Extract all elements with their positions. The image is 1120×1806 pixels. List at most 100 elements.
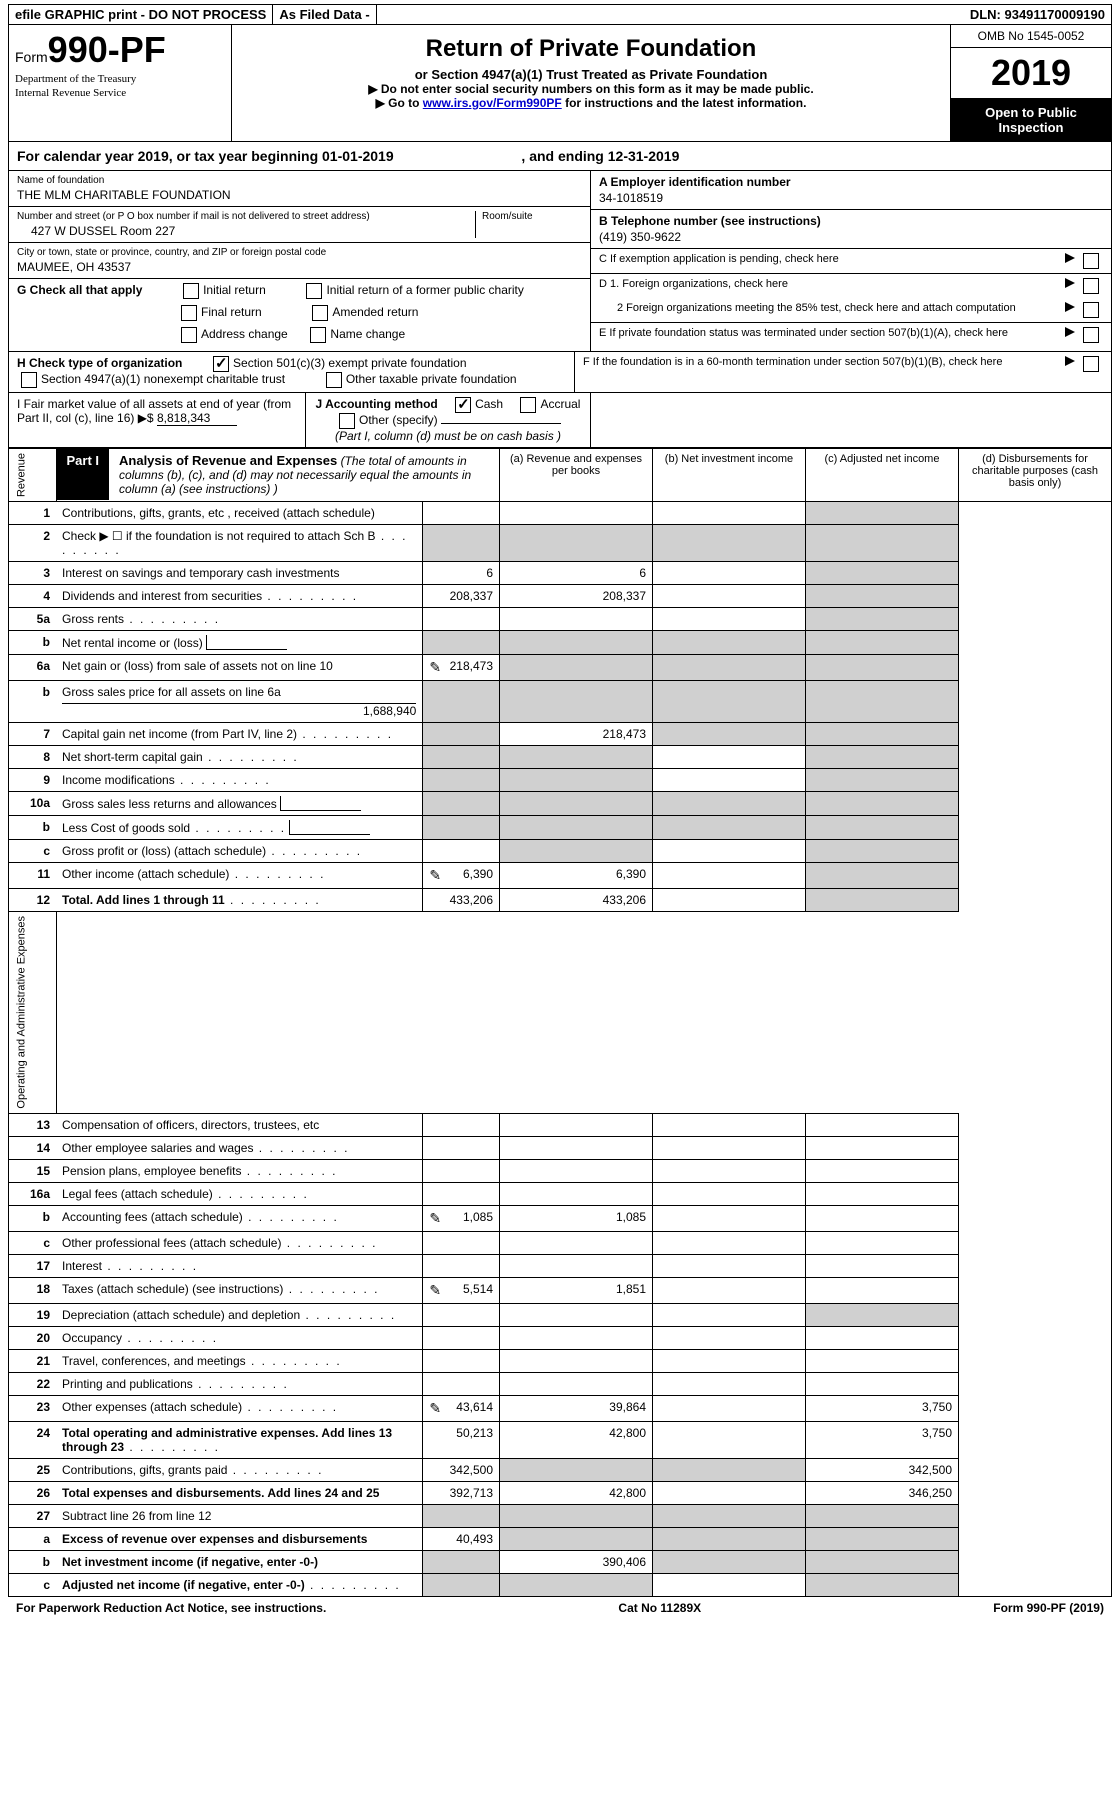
cell-value: 390,406: [500, 1550, 653, 1573]
other-method-checkbox[interactable]: [339, 413, 355, 429]
line-description: Depreciation (attach schedule) and deple…: [56, 1303, 423, 1326]
cell-value: [653, 585, 806, 608]
line-description: Other employee salaries and wages: [56, 1136, 423, 1159]
cell-value: [500, 1231, 653, 1254]
cell-value: [423, 525, 500, 562]
section-d2-checkbox[interactable]: [1083, 302, 1099, 318]
cell-value: [423, 608, 500, 631]
cell-value: ✎43,614: [423, 1395, 500, 1421]
line-description: Other income (attach schedule): [56, 863, 423, 889]
cell-value: [500, 502, 653, 525]
attachment-icon[interactable]: ✎: [429, 1282, 441, 1299]
cell-value: [653, 1254, 806, 1277]
cell-value: [806, 1573, 959, 1596]
cell-value: [806, 1504, 959, 1527]
cell-value: [423, 1159, 500, 1182]
opt-initial-former: Initial return of a former public charit…: [326, 283, 523, 297]
line-number: c: [9, 1231, 57, 1254]
cat-no: Cat No 11289X: [618, 1601, 701, 1615]
cell-value: [500, 840, 653, 863]
cell-value: 433,206: [500, 889, 653, 912]
amended-return-checkbox[interactable]: [312, 305, 328, 321]
cell-value: [653, 1136, 806, 1159]
cell-value: 342,500: [423, 1458, 500, 1481]
opt-cash: Cash: [475, 397, 503, 411]
cell-value: ✎5,514: [423, 1277, 500, 1303]
line-description: Gross sales price for all assets on line…: [56, 681, 423, 723]
address-label: Number and street (or P O box number if …: [17, 211, 469, 222]
cell-value: 3,750: [806, 1421, 959, 1458]
opt-amended-return: Amended return: [332, 305, 418, 319]
opt-other-taxable: Other taxable private foundation: [346, 372, 517, 386]
cell-value: [500, 1458, 653, 1481]
tax-year: 2019: [951, 48, 1111, 99]
line-number: b: [9, 1205, 57, 1231]
tel-value: (419) 350-9622: [599, 230, 1103, 244]
address-change-checkbox[interactable]: [181, 327, 197, 343]
cell-value: [653, 1277, 806, 1303]
cell-value: [500, 1573, 653, 1596]
instructions-link[interactable]: www.irs.gov/Form990PF: [423, 96, 562, 110]
cell-value: [806, 562, 959, 585]
section-f-checkbox[interactable]: [1083, 356, 1099, 372]
cell-value: [500, 1254, 653, 1277]
line-description: Income modifications: [56, 769, 423, 792]
section-d1-checkbox[interactable]: [1083, 278, 1099, 294]
name-change-checkbox[interactable]: [310, 327, 326, 343]
col-b-header: (b) Net investment income: [653, 449, 806, 502]
opt-other-method: Other (specify): [359, 413, 438, 427]
col-c-header: (c) Adjusted net income: [806, 449, 959, 502]
cell-value: [500, 525, 653, 562]
line-description: Pension plans, employee benefits: [56, 1159, 423, 1182]
cell-value: [653, 1504, 806, 1527]
line-number: 19: [9, 1303, 57, 1326]
cell-value: [423, 816, 500, 840]
cell-value: [653, 1182, 806, 1205]
section-e-checkbox[interactable]: [1083, 327, 1099, 343]
line-description: Adjusted net income (if negative, enter …: [56, 1573, 423, 1596]
cell-value: [806, 681, 959, 723]
cell-value: 208,337: [423, 585, 500, 608]
line-description: Accounting fees (attach schedule): [56, 1205, 423, 1231]
cell-value: [653, 631, 806, 655]
ein-value: 34-1018519: [599, 191, 1103, 205]
501c3-checkbox[interactable]: [213, 356, 229, 372]
cash-checkbox[interactable]: [455, 397, 471, 413]
attachment-icon[interactable]: ✎: [429, 867, 441, 884]
initial-former-checkbox[interactable]: [306, 283, 322, 299]
cell-value: [423, 1231, 500, 1254]
line-description: Net investment income (if negative, ente…: [56, 1550, 423, 1573]
section-e-label: E If private foundation status was termi…: [599, 327, 1061, 339]
section-c-checkbox[interactable]: [1083, 253, 1099, 269]
attachment-icon[interactable]: ✎: [429, 1210, 441, 1227]
4947a1-checkbox[interactable]: [21, 372, 37, 388]
cell-value: [653, 1159, 806, 1182]
accrual-checkbox[interactable]: [520, 397, 536, 413]
attachment-icon[interactable]: ✎: [429, 1400, 441, 1417]
cell-value: [806, 816, 959, 840]
cell-value: 6: [500, 562, 653, 585]
cell-value: 42,800: [500, 1481, 653, 1504]
initial-return-checkbox[interactable]: [183, 283, 199, 299]
cell-value: [500, 1303, 653, 1326]
cell-value: [423, 502, 500, 525]
cal-year-begin: For calendar year 2019, or tax year begi…: [17, 148, 394, 164]
cell-value: [653, 1326, 806, 1349]
line-number: 23: [9, 1395, 57, 1421]
line-number: 22: [9, 1372, 57, 1395]
cell-value: [806, 585, 959, 608]
line-number: b: [9, 816, 57, 840]
section-g-label: G Check all that apply: [17, 283, 142, 297]
line-number: b: [9, 1550, 57, 1573]
attachment-icon[interactable]: ✎: [429, 659, 441, 676]
dept-treasury: Department of the Treasury: [15, 73, 225, 85]
final-return-checkbox[interactable]: [181, 305, 197, 321]
cell-value: [806, 1159, 959, 1182]
cell-value: 6,390: [500, 863, 653, 889]
cell-value: [500, 1372, 653, 1395]
cell-value: [500, 655, 653, 681]
cell-value: [423, 840, 500, 863]
other-taxable-checkbox[interactable]: [326, 372, 342, 388]
cell-value: [806, 769, 959, 792]
line-description: Other expenses (attach schedule): [56, 1395, 423, 1421]
